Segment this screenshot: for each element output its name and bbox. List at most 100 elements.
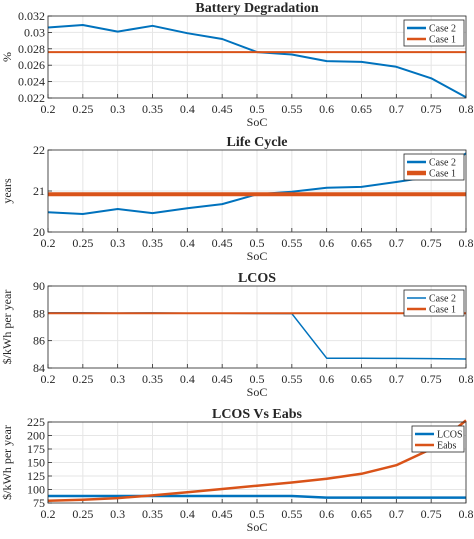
y-tick-label: 86 [33,334,45,348]
x-tick-label: 0.75 [421,236,442,250]
x-tick-label: 0.5 [250,507,265,521]
y-axis-label: % [0,52,14,62]
y-tick-label: 20 [33,225,45,239]
x-tick-label: 0.45 [212,102,233,116]
x-tick-label: 0.3 [110,236,125,250]
axes-frame [47,15,467,99]
x-tick-label: 0.6 [319,507,334,521]
x-tick-label: 0.5 [250,372,265,386]
legend-label: Case 1 [429,305,456,316]
x-axis-label: SoC [247,520,268,534]
legend-label: Case 2 [429,158,456,169]
x-tick-label: 0.8 [459,372,474,386]
x-tick-label: 0.8 [459,236,474,250]
legend-label: Case 1 [429,35,456,46]
axes-frame [47,285,467,369]
y-tick-label: 0.022 [18,91,45,105]
x-tick-label: 0.2 [41,236,56,250]
chart-panel-3: 0.2 0.25 0.3 0.35 0.4 0.45 0.5 0.55 0.6 0.65 0.7 0.… [0,271,474,399]
x-tick-label: 0.3 [110,102,125,116]
y-tick-label: 175 [27,442,45,456]
y-tick-label: 0.026 [18,58,45,72]
axes-frame [47,149,467,233]
x-tick-label: 0.7 [389,372,404,386]
x-tick-label: 0.55 [281,507,302,521]
y-tick-label: 90 [33,279,45,293]
x-tick-label: 0.25 [72,372,93,386]
series-line-eabs [47,419,467,503]
x-tick-label: 0.65 [351,507,372,521]
y-tick-label: 88 [33,306,45,320]
y-tick-label: 22 [33,143,45,157]
y-tick-label: 75 [33,496,45,510]
x-tick-label: 0.55 [281,102,302,116]
x-axis-label: SoC [247,385,268,399]
legend-box [403,19,465,47]
x-tick-label: 0.75 [421,102,442,116]
x-tick-label: 0.7 [389,102,404,116]
y-tick-label: 225 [27,415,45,429]
x-tick-label: 0.45 [212,236,233,250]
x-tick-label: 0.45 [212,372,233,386]
x-tick-label: 0.2 [41,507,56,521]
x-tick-label: 0.7 [389,507,404,521]
chart-panel-4: 0.2 0.25 0.3 0.35 0.4 0.45 0.5 0.55 0.6 0.65 0.7 0.… [0,407,474,534]
y-tick-label: 125 [27,469,45,483]
x-tick-label: 0.45 [212,507,233,521]
x-tick-label: 0.3 [110,372,125,386]
y-tick-label: 0.028 [18,42,45,56]
y-axis-label: $/kWh per year [0,425,14,500]
x-tick-label: 0.35 [142,102,163,116]
legend-label: Case 2 [429,24,456,35]
x-tick-label: 0.35 [142,236,163,250]
x-tick-label: 0.4 [180,236,195,250]
x-tick-label: 0.35 [142,507,163,521]
x-tick-label: 0.5 [250,236,265,250]
x-tick-label: 0.7 [389,236,404,250]
x-tick-label: 0.8 [459,507,474,521]
legend-label: Case 2 [429,294,456,305]
legend-box [411,425,465,453]
legend-label: Case 1 [429,169,456,180]
x-tick-label: 0.25 [72,507,93,521]
legend-box [403,153,465,181]
x-tick-label: 0.75 [421,507,442,521]
legend-box [403,289,465,317]
x-tick-label: 0.35 [142,372,163,386]
y-axis-label: years [0,178,14,204]
chart-panel-1: 0.2 0.25 0.3 0.35 0.4 0.45 0.5 0.55 0.6 0.65 0.7 0.… [0,1,474,129]
chart-title: LCOS [238,271,276,286]
y-tick-label: 100 [27,483,45,497]
x-tick-label: 0.65 [351,372,372,386]
chart-title: LCOS Vs Eabs [212,407,303,422]
y-tick-label: 84 [33,361,45,375]
x-tick-label: 0.55 [281,372,302,386]
x-tick-label: 0.3 [110,507,125,521]
x-tick-label: 0.25 [72,102,93,116]
legend-label: LCOS [437,430,463,441]
x-tick-label: 0.25 [72,236,93,250]
chart-panel-2: 0.2 0.25 0.3 0.35 0.4 0.45 0.5 0.55 0.6 0.65 0.7 0.… [0,135,474,263]
x-tick-label: 0.8 [459,102,474,116]
x-tick-label: 0.6 [319,372,334,386]
x-tick-label: 0.2 [41,102,56,116]
x-axis-label: SoC [247,249,268,263]
x-tick-label: 0.55 [281,236,302,250]
y-tick-label: 200 [27,429,45,443]
x-tick-label: 0.65 [351,102,372,116]
x-tick-label: 0.65 [351,236,372,250]
series-line-lcos [48,494,466,499]
axes-frame [47,421,467,504]
x-tick-label: 0.4 [180,102,195,116]
y-axis-label: $/kWh per year [0,290,14,365]
y-tick-label: 150 [27,456,45,470]
x-tick-label: 0.4 [180,372,195,386]
y-tick-label: 0.024 [18,75,45,89]
x-tick-label: 0.75 [421,372,442,386]
x-tick-label: 0.2 [41,372,56,386]
y-tick-label: 0.03 [24,25,45,39]
